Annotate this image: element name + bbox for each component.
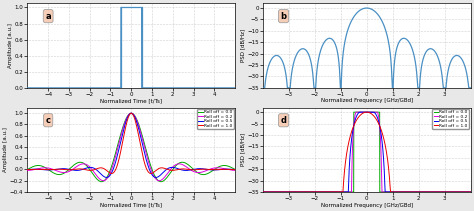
Roll off = 1.0 bbox=[260, 191, 266, 193]
Roll off = 1.0 bbox=[226, 168, 232, 171]
Roll off = 0.2 bbox=[156, 180, 162, 182]
Roll off = 1.0 bbox=[383, 147, 389, 149]
Roll off = 1.0 bbox=[112, 170, 118, 173]
Roll off = 0.2 bbox=[383, 191, 389, 193]
Roll off = 1.0 bbox=[232, 168, 238, 171]
Roll off = 0.2 bbox=[354, 111, 359, 113]
Roll off = 0.5 bbox=[357, 111, 363, 113]
Roll off = 0.2 bbox=[216, 166, 221, 169]
Roll off = 0.0 bbox=[414, 191, 419, 193]
Y-axis label: Amplitude [a.u.]: Amplitude [a.u.] bbox=[3, 127, 9, 172]
Legend: Roll off = 0.0, Roll off = 0.2, Roll off = 0.5, Roll off = 1.0: Roll off = 0.0, Roll off = 0.2, Roll off… bbox=[432, 109, 469, 129]
Line: Roll off = 0.2: Roll off = 0.2 bbox=[27, 113, 235, 181]
Line: Roll off = 0.5: Roll off = 0.5 bbox=[263, 112, 471, 192]
Roll off = 0.0 bbox=[99, 180, 104, 183]
X-axis label: Normalized Frequency [GHz/GBd]: Normalized Frequency [GHz/GBd] bbox=[320, 98, 413, 103]
Roll off = 0.5 bbox=[425, 191, 431, 193]
Roll off = 0.0 bbox=[392, 191, 398, 193]
Roll off = 1.0 bbox=[414, 191, 419, 193]
Roll off = 0.2 bbox=[425, 191, 431, 193]
Roll off = 0.0 bbox=[260, 191, 266, 193]
Roll off = 0.2 bbox=[113, 152, 119, 155]
Roll off = 0.2 bbox=[414, 191, 419, 193]
Roll off = 0.0 bbox=[232, 168, 238, 171]
Roll off = 0.2 bbox=[468, 191, 474, 193]
Roll off = 0.5 bbox=[112, 164, 118, 166]
X-axis label: Normalized Time [t/Ts]: Normalized Time [t/Ts] bbox=[100, 98, 162, 103]
Roll off = 0.5 bbox=[114, 158, 119, 161]
Roll off = 0.2 bbox=[271, 191, 276, 193]
Roll off = 0.0 bbox=[216, 166, 221, 168]
Roll off = 0.0 bbox=[271, 191, 276, 193]
Roll off = 0.0 bbox=[25, 168, 30, 171]
Roll off = 0.5 bbox=[232, 168, 238, 171]
Roll off = 0.0 bbox=[425, 191, 431, 193]
Roll off = 0.2 bbox=[128, 112, 134, 115]
Roll off = 0.5 bbox=[104, 176, 109, 179]
Line: Roll off = 1.0: Roll off = 1.0 bbox=[27, 113, 235, 173]
Text: c: c bbox=[46, 116, 51, 125]
Roll off = 0.2 bbox=[260, 191, 266, 193]
Roll off = 1.0 bbox=[175, 168, 181, 171]
Roll off = 0.0 bbox=[351, 111, 356, 113]
Line: Roll off = 0.0: Roll off = 0.0 bbox=[263, 112, 471, 192]
Roll off = 0.5 bbox=[414, 191, 419, 193]
Legend: Roll off = 0.0, Roll off = 0.2, Roll off = 0.5, Roll off = 1.0: Roll off = 0.0, Roll off = 0.2, Roll off… bbox=[197, 109, 234, 129]
Roll off = 1.0 bbox=[109, 172, 115, 175]
Roll off = 0.0 bbox=[226, 165, 232, 168]
Roll off = 1.0 bbox=[364, 111, 370, 113]
Roll off = 0.0 bbox=[383, 191, 389, 193]
Roll off = 1.0 bbox=[335, 191, 341, 193]
Roll off = 1.0 bbox=[25, 168, 30, 171]
Roll off = 0.5 bbox=[468, 191, 474, 193]
Y-axis label: PSD [dB/Hz]: PSD [dB/Hz] bbox=[241, 133, 246, 166]
Roll off = 0.0 bbox=[468, 191, 474, 193]
Line: Roll off = 0.2: Roll off = 0.2 bbox=[263, 112, 471, 192]
Text: d: d bbox=[281, 116, 287, 125]
Roll off = 0.5 bbox=[25, 168, 30, 171]
Roll off = 0.5 bbox=[335, 191, 341, 193]
Roll off = 1.0 bbox=[216, 168, 221, 171]
Roll off = 0.2 bbox=[392, 191, 398, 193]
Roll off = 0.2 bbox=[123, 118, 129, 121]
Roll off = 1.0 bbox=[425, 191, 431, 193]
Text: a: a bbox=[46, 12, 51, 21]
Roll off = 0.5 bbox=[123, 120, 129, 122]
Roll off = 0.2 bbox=[232, 169, 238, 172]
Roll off = 0.5 bbox=[271, 191, 276, 193]
Roll off = 0.2 bbox=[175, 163, 181, 165]
Y-axis label: PSD [dB/Hz]: PSD [dB/Hz] bbox=[241, 29, 246, 62]
Line: Roll off = 0.5: Roll off = 0.5 bbox=[27, 113, 235, 177]
X-axis label: Normalized Frequency [GHz/GBd]: Normalized Frequency [GHz/GBd] bbox=[320, 203, 413, 208]
Roll off = 1.0 bbox=[123, 124, 129, 126]
Roll off = 0.0 bbox=[112, 155, 118, 157]
Roll off = 1.0 bbox=[468, 191, 474, 193]
Roll off = 0.2 bbox=[226, 168, 232, 171]
Roll off = 0.0 bbox=[123, 117, 129, 120]
X-axis label: Normalized Time [t/Ts]: Normalized Time [t/Ts] bbox=[100, 203, 162, 208]
Roll off = 1.0 bbox=[128, 112, 134, 115]
Roll off = 0.5 bbox=[226, 168, 232, 170]
Roll off = 0.0 bbox=[175, 162, 181, 165]
Roll off = 0.5 bbox=[260, 191, 266, 193]
Line: Roll off = 0.0: Roll off = 0.0 bbox=[27, 113, 235, 182]
Roll off = 1.0 bbox=[114, 166, 119, 169]
Roll off = 0.2 bbox=[112, 158, 118, 161]
Roll off = 0.0 bbox=[128, 112, 134, 115]
Roll off = 1.0 bbox=[392, 191, 398, 193]
Roll off = 1.0 bbox=[271, 191, 276, 193]
Y-axis label: Amplitude [a.u.]: Amplitude [a.u.] bbox=[8, 23, 13, 68]
Roll off = 0.0 bbox=[335, 191, 341, 193]
Roll off = 0.5 bbox=[128, 112, 134, 115]
Line: Roll off = 1.0: Roll off = 1.0 bbox=[263, 112, 471, 192]
Text: b: b bbox=[281, 12, 287, 21]
Roll off = 0.5 bbox=[383, 191, 389, 193]
Roll off = 0.5 bbox=[175, 168, 181, 170]
Roll off = 0.2 bbox=[335, 191, 341, 193]
Roll off = 0.5 bbox=[216, 169, 221, 171]
Roll off = 0.5 bbox=[392, 191, 398, 193]
Roll off = 0.2 bbox=[25, 169, 30, 172]
Roll off = 0.0 bbox=[114, 149, 119, 151]
